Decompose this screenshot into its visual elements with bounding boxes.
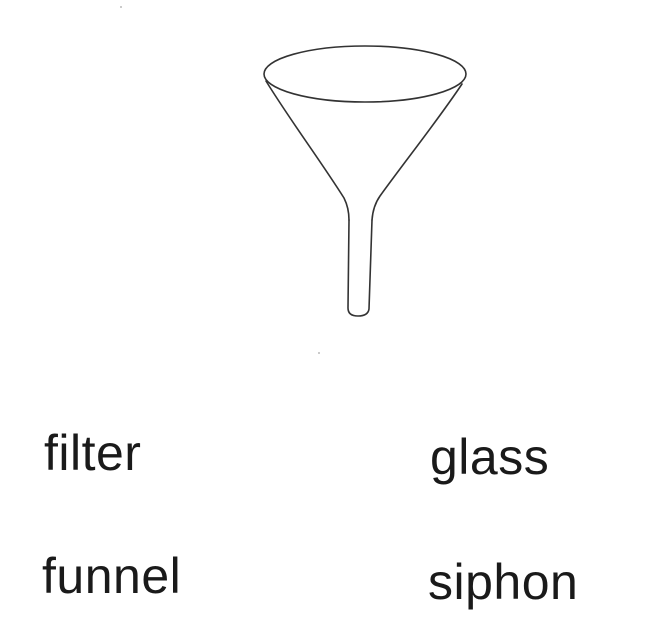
- answer-option-glass[interactable]: glass: [430, 429, 550, 485]
- scan-speck: [120, 6, 122, 8]
- answer-option-funnel[interactable]: funnel: [42, 548, 182, 604]
- answer-option-siphon[interactable]: siphon: [428, 554, 579, 610]
- funnel-illustration: [263, 45, 467, 317]
- answer-option-filter[interactable]: filter: [44, 425, 142, 481]
- scan-speck: [318, 352, 320, 354]
- funnel-icon: [263, 45, 467, 317]
